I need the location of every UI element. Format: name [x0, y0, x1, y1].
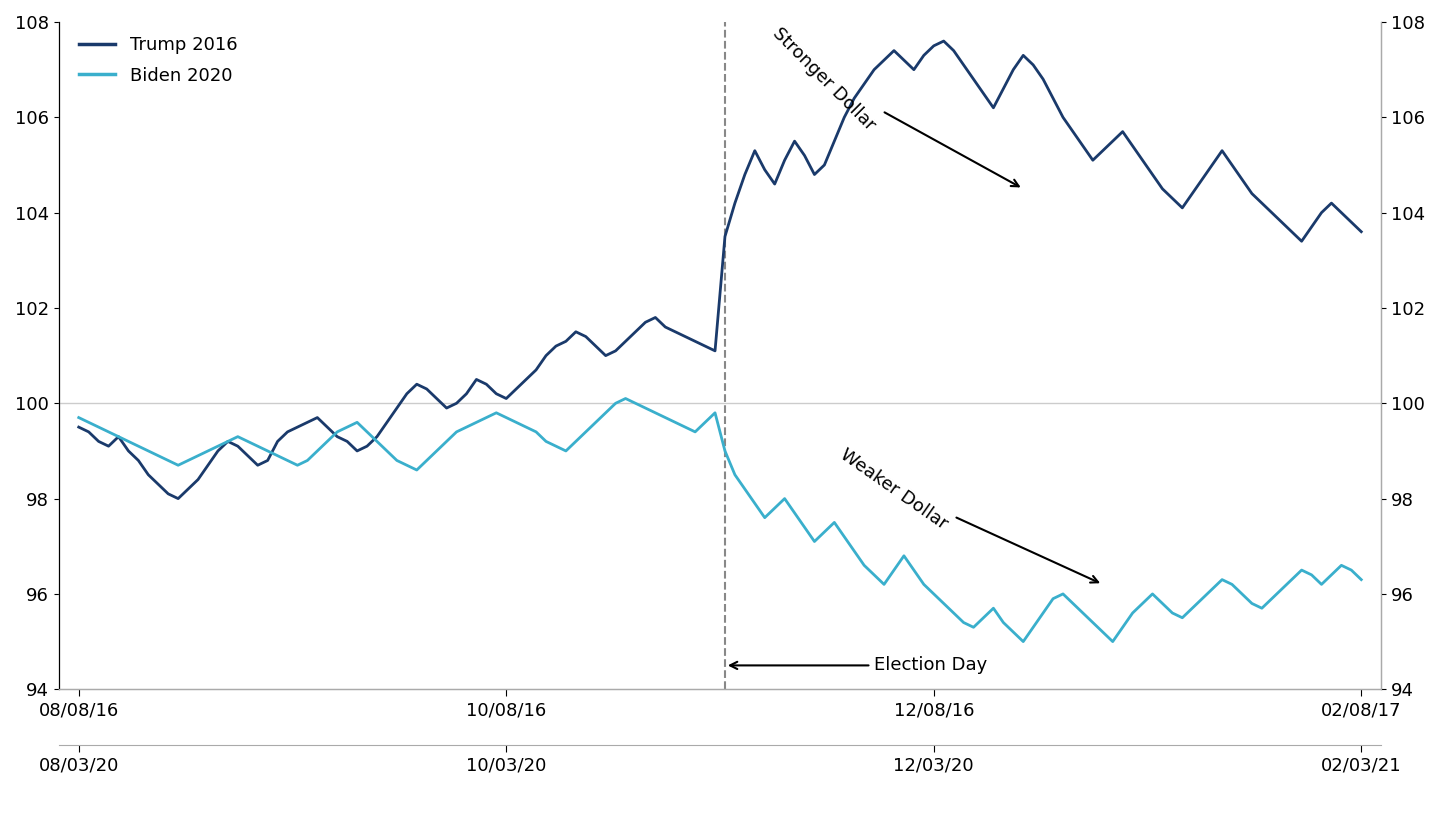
Text: Election Day: Election Day [730, 656, 988, 675]
Text: Stronger Dollar: Stronger Dollar [769, 24, 1018, 186]
Text: Weaker Dollar: Weaker Dollar [837, 445, 1099, 583]
Legend: Trump 2016, Biden 2020: Trump 2016, Biden 2020 [72, 29, 245, 92]
